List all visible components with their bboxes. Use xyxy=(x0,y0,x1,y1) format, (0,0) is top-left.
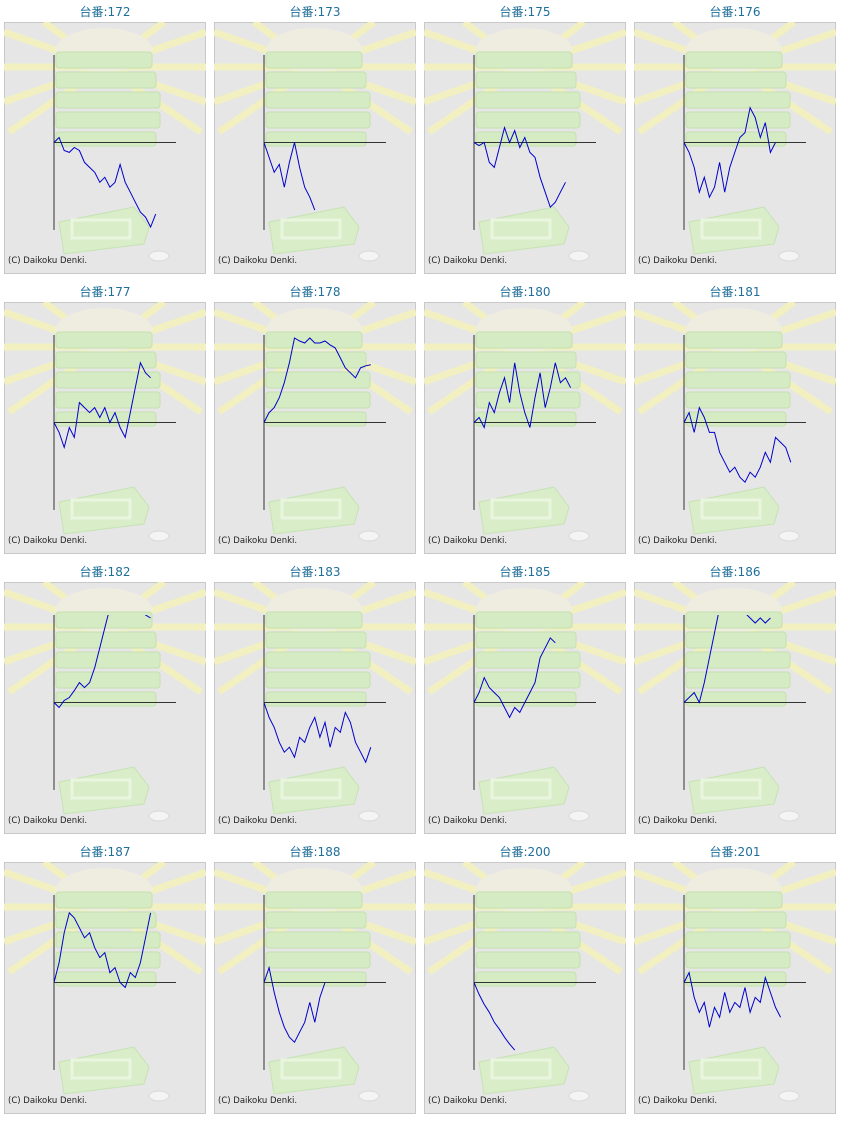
chart-title: 台番:176 xyxy=(710,4,761,19)
chart-panel: 台番:186 (C) Daikoku Denki. xyxy=(634,564,836,834)
chart-panel: 台番:181 (C) Daikoku Denki. xyxy=(634,284,836,554)
series-line xyxy=(684,971,782,1028)
chart-title: 台番:200 xyxy=(500,844,551,859)
copyright: (C) Daikoku Denki. xyxy=(8,256,87,266)
chart-panel: 台番:185 (C) Daikoku Denki. xyxy=(424,564,626,834)
copyright: (C) Daikoku Denki. xyxy=(638,536,717,546)
plot-area xyxy=(264,337,371,423)
chart-title: 台番:180 xyxy=(500,284,551,299)
plot-area xyxy=(264,142,316,211)
chart-panel: 台番:183 (C) Daikoku Denki. xyxy=(214,564,416,834)
series-line xyxy=(264,965,326,1044)
chart-title: 台番:201 xyxy=(710,844,761,859)
chart-title: 台番:172 xyxy=(80,4,131,19)
chart-panel: 台番:172 (C) Daikoku Denki. xyxy=(4,4,206,274)
copyright: (C) Daikoku Denki. xyxy=(428,816,507,826)
copyright: (C) Daikoku Denki. xyxy=(428,536,507,546)
chart-panel: 台番:176 (C) Daikoku Denki. xyxy=(634,4,836,274)
chart-title: 台番:178 xyxy=(290,284,341,299)
chart-title: 台番:187 xyxy=(80,844,131,859)
chart-title: 台番:182 xyxy=(80,564,131,579)
chart-panel: 台番:188 (C) Daikoku Denki. xyxy=(214,844,416,1114)
chart-title: 台番:186 xyxy=(710,564,761,579)
plot-area xyxy=(264,702,372,764)
series-line xyxy=(684,406,792,484)
chart-panel: 台番:182 (C) Daikoku Denki. xyxy=(4,564,206,834)
series-line xyxy=(54,136,157,229)
copyright: (C) Daikoku Denki. xyxy=(218,816,297,826)
chart-panel: 台番:180 (C) Daikoku Denki. xyxy=(424,284,626,554)
chart-panel: 台番:173 (C) Daikoku Denki. xyxy=(214,4,416,274)
series-line xyxy=(474,362,572,429)
chart-panel: 台番:201 (C) Daikoku Denki. xyxy=(634,844,836,1114)
copyright: (C) Daikoku Denki. xyxy=(218,1096,297,1106)
series-line xyxy=(264,337,371,423)
plot-area xyxy=(264,965,326,1044)
plot-area xyxy=(684,106,776,199)
chart-panel: 台番:175 (C) Daikoku Denki. xyxy=(424,4,626,274)
plot-area xyxy=(54,911,152,989)
copyright: (C) Daikoku Denki. xyxy=(218,536,297,546)
chart-title: 台番:175 xyxy=(500,4,551,19)
chart-panel: 台番:178 (C) Daikoku Denki. xyxy=(214,284,416,554)
series-line xyxy=(684,106,776,199)
series-line xyxy=(474,982,516,1051)
chart-panel: 台番:187 (C) Daikoku Denki. xyxy=(4,844,206,1114)
plot-area xyxy=(54,136,157,229)
series-line xyxy=(474,637,556,719)
chart-title: 台番:183 xyxy=(290,564,341,579)
plot-area xyxy=(54,615,151,709)
plot-area xyxy=(684,406,792,484)
series-line xyxy=(684,615,771,704)
plot-area xyxy=(474,362,572,429)
copyright: (C) Daikoku Denki. xyxy=(8,1096,87,1106)
copyright: (C) Daikoku Denki. xyxy=(638,1096,717,1106)
plot-area xyxy=(474,125,566,209)
copyright: (C) Daikoku Denki. xyxy=(638,816,717,826)
chart-title: 台番:177 xyxy=(80,284,131,299)
plot-area xyxy=(684,971,782,1028)
copyright: (C) Daikoku Denki. xyxy=(428,256,507,266)
series-line xyxy=(54,911,152,989)
chart-title: 台番:173 xyxy=(290,4,341,19)
plot-area xyxy=(474,637,556,719)
copyright: (C) Daikoku Denki. xyxy=(8,816,87,826)
copyright: (C) Daikoku Denki. xyxy=(218,256,297,266)
chart-title: 台番:185 xyxy=(500,564,551,579)
plot-area xyxy=(684,615,771,704)
series-line xyxy=(264,142,316,211)
copyright: (C) Daikoku Denki. xyxy=(428,1096,507,1106)
series-line xyxy=(264,702,372,764)
chart-panel: 台番:177 (C) Daikoku Denki. xyxy=(4,284,206,554)
chart-title: 台番:181 xyxy=(710,284,761,299)
copyright: (C) Daikoku Denki. xyxy=(638,256,717,266)
copyright: (C) Daikoku Denki. xyxy=(8,536,87,546)
chart-panel: 台番:200 (C) Daikoku Denki. xyxy=(424,844,626,1114)
series-line xyxy=(474,125,566,209)
series-line xyxy=(54,615,151,709)
plot-area xyxy=(54,361,151,450)
chart-title: 台番:188 xyxy=(290,844,341,859)
plot-area xyxy=(474,982,516,1051)
series-line xyxy=(54,361,151,450)
